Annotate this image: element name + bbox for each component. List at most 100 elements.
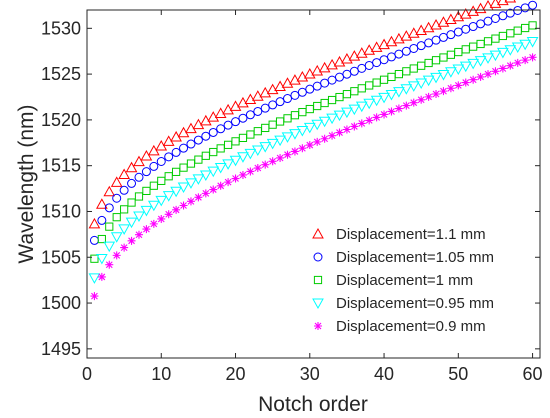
data-point [268, 100, 278, 110]
data-point [251, 90, 264, 101]
data-point [357, 119, 366, 128]
data-point [142, 186, 151, 196]
data-point [430, 72, 442, 84]
data-point [459, 61, 472, 73]
data-point [511, 42, 524, 53]
data-point [112, 193, 122, 203]
data-point [103, 241, 116, 253]
data-point [365, 116, 374, 125]
data-point [261, 160, 270, 169]
data-point [311, 64, 324, 76]
data-point [125, 161, 138, 173]
plot-frame [86, 9, 541, 359]
data-point [245, 110, 255, 120]
data-point [459, 8, 472, 19]
y-tick-label: 1500 [41, 293, 81, 313]
series-2 [89, 0, 538, 245]
data-point [244, 93, 257, 105]
data-point [528, 53, 537, 62]
data-point [289, 74, 301, 85]
data-point [266, 138, 279, 150]
data-point [208, 127, 218, 137]
data-point [342, 125, 351, 134]
data-point [370, 95, 383, 107]
data-point [171, 147, 181, 157]
data-point [140, 205, 153, 217]
data-point [326, 113, 338, 125]
data-point [164, 152, 174, 162]
data-point [296, 71, 309, 82]
data-point [474, 56, 487, 67]
data-point [162, 191, 175, 202]
data-point [342, 69, 352, 79]
data-point [155, 195, 168, 207]
data-point [112, 251, 121, 260]
y-tick-label: 1505 [41, 247, 81, 267]
data-point [237, 152, 249, 163]
data-point [140, 149, 153, 161]
data-markers [88, 0, 539, 301]
data-point [268, 157, 277, 166]
legend-label: Displacement=1.1 mm [336, 226, 486, 243]
data-point [482, 53, 494, 64]
x-tick-label: 20 [226, 364, 246, 384]
data-point [207, 166, 220, 178]
data-point [437, 70, 450, 81]
data-point [439, 87, 448, 96]
data-point [164, 210, 173, 219]
data-point [251, 145, 264, 157]
data-point [385, 35, 398, 47]
legend-entry: Displacement=0.95 mm [312, 295, 494, 312]
data-point [103, 185, 116, 197]
data-point [157, 214, 166, 223]
data-point [259, 142, 272, 153]
data-point [118, 224, 130, 235]
data-point [297, 87, 307, 97]
data-point [110, 232, 123, 243]
data-point [185, 178, 197, 189]
data-point [415, 24, 428, 36]
x-tick-label: 50 [448, 364, 468, 384]
data-point [105, 260, 114, 269]
data-point [170, 186, 182, 198]
data-point [467, 58, 480, 70]
data-point [296, 126, 309, 137]
data-point [372, 113, 381, 122]
data-point [289, 129, 301, 140]
data-point [432, 89, 441, 98]
legend-label: Displacement=1 mm [336, 272, 473, 289]
data-point [134, 230, 143, 239]
data-point [238, 113, 248, 123]
data-point [489, 0, 502, 8]
data-point [199, 170, 212, 181]
data-point [452, 10, 465, 22]
data-point [224, 178, 233, 187]
data-point [179, 143, 189, 153]
data-point [409, 98, 418, 107]
legend-entry: Displacement=0.9 mm [314, 318, 486, 335]
data-point [88, 217, 101, 229]
data-point [305, 141, 314, 150]
data-point [119, 185, 129, 195]
x-tick-label: 0 [82, 364, 92, 384]
data-point [127, 178, 137, 188]
data-point [222, 159, 234, 170]
data-point [378, 92, 390, 104]
x-axis-title: Notch order [258, 393, 368, 416]
data-point [276, 153, 285, 162]
data-point [186, 197, 195, 206]
data-point [521, 56, 530, 65]
y-tick-label: 1510 [41, 201, 81, 221]
legend-marker [314, 322, 322, 330]
data-point [526, 37, 539, 48]
data-point [172, 167, 181, 176]
data-point [238, 170, 247, 179]
data-point [341, 107, 353, 119]
data-point [417, 95, 426, 104]
x-tick-label: 30 [300, 364, 320, 384]
data-point [363, 98, 376, 110]
data-point [290, 90, 300, 100]
data-point [393, 87, 405, 98]
data-point [400, 84, 413, 95]
data-point [446, 84, 455, 93]
